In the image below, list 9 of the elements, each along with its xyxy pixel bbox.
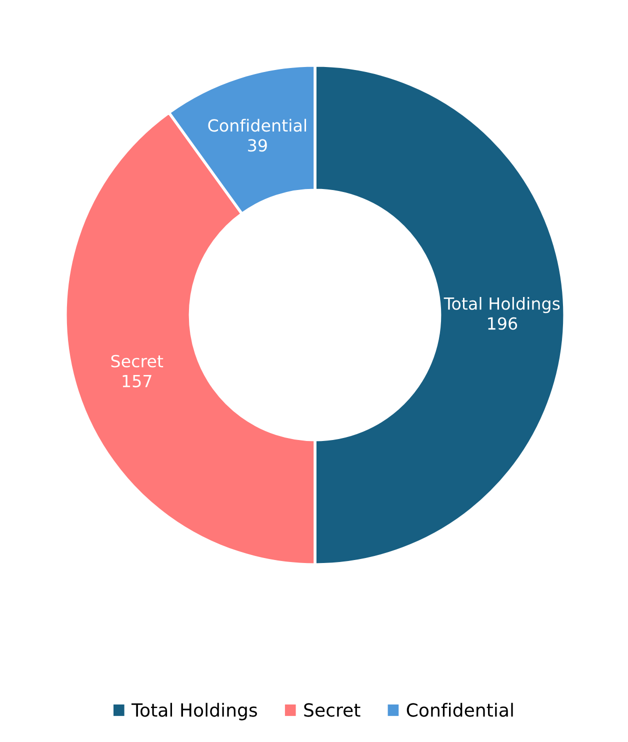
legend-label: Confidential [406,702,513,717]
slice-label: Secret [111,354,164,368]
data-label: 196 [488,317,518,330]
data-label: 39 [248,139,267,152]
slice-label: Total Holdings [444,296,560,314]
legend-label: Secret [304,703,360,717]
slice-label: Confidential [208,118,306,132]
legend-label: Total Holdings [131,702,257,720]
data-label: 157 [122,374,152,388]
